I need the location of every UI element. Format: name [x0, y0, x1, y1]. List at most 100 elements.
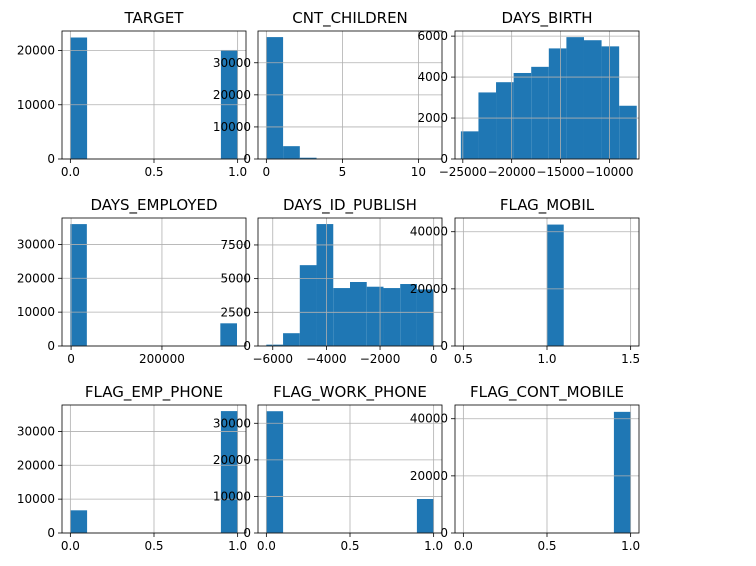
ytick-label-days-birth-3: 6000: [417, 29, 448, 43]
ytick-label-days-id-publish-3: 7500: [220, 238, 251, 252]
ytick-label-flag-mobil-0: 0: [440, 339, 448, 353]
ytick-label-flag-cont-mobile-2: 40000: [410, 412, 448, 426]
ytick-label-flag-work-phone-0: 0: [243, 526, 251, 540]
bar-days-id-publish-4: [333, 288, 350, 346]
bar-flag-emp-phone-0: [70, 510, 88, 533]
ytick-label-flag-mobil-1: 20000: [410, 282, 448, 296]
ytick-label-cnt-children-1: 10000: [213, 120, 251, 134]
xtick-label-cnt-children-0: 0: [263, 165, 271, 179]
bar-days-id-publish-3: [316, 224, 334, 346]
ytick-label-days-id-publish-2: 5000: [220, 272, 251, 286]
xtick-label-flag-mobil-1: 1.0: [537, 352, 556, 366]
bar-days-birth-2: [496, 82, 514, 159]
bar-days-birth-5: [548, 48, 567, 159]
bar-days-id-publish-9: [416, 289, 434, 346]
xtick-label-target-2: 1.0: [228, 165, 247, 179]
xtick-label-days-id-publish-2: −2000: [360, 352, 401, 366]
xtick-label-days-employed-1: 200000: [139, 352, 185, 366]
xtick-label-flag-mobil-0: 0.5: [454, 352, 473, 366]
subplot-cnt-children: 0 5 10 0 10000 20000 30000 CNT_CHILDREN: [213, 9, 443, 179]
axes-frame-days-id-publish: [257, 217, 443, 347]
subplot-title-cnt-children: CNT_CHILDREN: [292, 9, 408, 28]
axes-frame-days-birth: [454, 30, 640, 160]
bar-days-employed-0: [70, 224, 87, 346]
bar-days-birth-1: [478, 92, 497, 159]
xtick-label-days-birth-1: −20000: [488, 165, 536, 179]
subplot-title-flag-work-phone: FLAG_WORK_PHONE: [273, 383, 427, 402]
xtick-label-flag-work-phone-0: 0.0: [257, 539, 276, 553]
xtick-label-days-id-publish-0: −6000: [252, 352, 293, 366]
bar-days-id-publish-8: [400, 284, 417, 346]
subplot-flag-mobil: 0.5 1.0 1.5 0 20000 40000 FLAG_MOBIL: [410, 196, 640, 366]
xtick-label-days-birth-3: −10000: [585, 165, 633, 179]
xtick-label-flag-work-phone-1: 0.5: [340, 539, 359, 553]
ytick-label-flag-emp-phone-2: 20000: [17, 458, 55, 472]
ytick-label-days-employed-3: 30000: [17, 237, 55, 251]
ytick-label-flag-emp-phone-1: 10000: [17, 492, 55, 506]
xtick-label-flag-emp-phone-2: 1.0: [228, 539, 247, 553]
ytick-label-flag-cont-mobile-1: 20000: [410, 469, 448, 483]
ytick-label-cnt-children-3: 30000: [213, 56, 251, 70]
ytick-label-target-2: 20000: [17, 44, 55, 58]
ytick-label-target-0: 0: [47, 152, 55, 166]
ytick-label-flag-mobil-2: 40000: [410, 225, 448, 239]
xtick-label-days-employed-0: 0: [67, 352, 75, 366]
bar-days-id-publish-2: [299, 265, 317, 346]
ytick-label-days-employed-0: 0: [47, 339, 55, 353]
ytick-label-days-id-publish-0: 0: [243, 339, 251, 353]
ytick-label-cnt-children-0: 0: [243, 152, 251, 166]
ytick-label-days-id-publish-1: 2500: [220, 305, 251, 319]
bar-days-id-publish-7: [383, 288, 401, 346]
ytick-label-flag-cont-mobile-0: 0: [440, 526, 448, 540]
bar-days-birth-3: [513, 72, 532, 159]
bar-cnt-children-0: [266, 37, 284, 159]
xtick-label-flag-work-phone-2: 1.0: [424, 539, 443, 553]
ytick-label-days-birth-2: 4000: [417, 70, 448, 84]
bar-days-birth-8: [601, 46, 620, 159]
bar-flag-emp-phone-1: [220, 411, 238, 533]
ytick-label-flag-work-phone-3: 30000: [213, 416, 251, 430]
bar-days-birth-7: [583, 40, 602, 159]
bar-days-id-publish-1: [283, 333, 300, 346]
xtick-label-flag-cont-mobile-0: 0.0: [454, 539, 473, 553]
bar-days-id-publish-6: [366, 286, 384, 346]
xtick-label-cnt-children-2: 10: [411, 165, 426, 179]
xtick-label-days-birth-2: −15000: [536, 165, 584, 179]
subplot-title-flag-mobil: FLAG_MOBIL: [500, 196, 595, 215]
subplot-flag-cont-mobile: 0.0 0.5 1.00 20000 40000 FLAG_CONT_MOBILE: [410, 383, 640, 553]
xtick-label-days-id-publish-3: 0: [430, 352, 438, 366]
ytick-label-flag-work-phone-2: 20000: [213, 453, 251, 467]
subplot-days-id-publish: −6000 −4000 −2000 0 0 2500 5000 7500 DAYS_ID_PUB…: [220, 196, 443, 366]
subplot-flag-emp-phone: 0.0 0.5 1.0 0 10000 20000 30000 FLAG_EMP_PHONE: [17, 383, 247, 553]
bar-flag-cont-mobile-1: [613, 411, 631, 533]
xtick-label-cnt-children-1: 5: [339, 165, 347, 179]
bar-flag-work-phone-0: [266, 411, 284, 533]
bar-cnt-children-1: [283, 146, 300, 159]
subplot-days-employed: 0 200000 0 10000 20000 30000 DAYS_EMPLOYED: [17, 196, 247, 366]
ytick-label-flag-emp-phone-0: 0: [47, 526, 55, 540]
ytick-label-cnt-children-2: 20000: [213, 88, 251, 102]
xtick-label-flag-cont-mobile-1: 0.5: [537, 539, 556, 553]
bar-days-birth-6: [566, 37, 584, 160]
bar-target-0: [70, 37, 88, 159]
subplot-target: 0.0 0.5 1.0 0 10000 20000 TARGET: [17, 9, 247, 179]
subplot-title-flag-cont-mobile: FLAG_CONT_MOBILE: [470, 383, 624, 402]
xtick-label-days-birth-0: −25000: [439, 165, 487, 179]
bar-flag-work-phone-1: [416, 498, 434, 533]
ytick-label-days-employed-2: 20000: [17, 271, 55, 285]
ytick-label-days-birth-1: 2000: [417, 111, 448, 125]
subplot-title-days-id-publish: DAYS_ID_PUBLISH: [283, 196, 417, 215]
xtick-label-target-0: 0.0: [61, 165, 80, 179]
xtick-label-target-1: 0.5: [144, 165, 163, 179]
subplot-title-days-birth: DAYS_BIRTH: [501, 9, 592, 28]
xtick-label-flag-emp-phone-1: 0.5: [144, 539, 163, 553]
ytick-label-flag-work-phone-1: 10000: [213, 489, 251, 503]
bar-days-id-publish-5: [350, 282, 367, 346]
ytick-label-target-1: 10000: [17, 98, 55, 112]
bar-days-birth-4: [531, 66, 549, 159]
bar-flag-mobil-0: [547, 224, 564, 346]
bar-days-employed-1: [220, 323, 238, 346]
axes-frame-days-employed: [61, 217, 247, 347]
